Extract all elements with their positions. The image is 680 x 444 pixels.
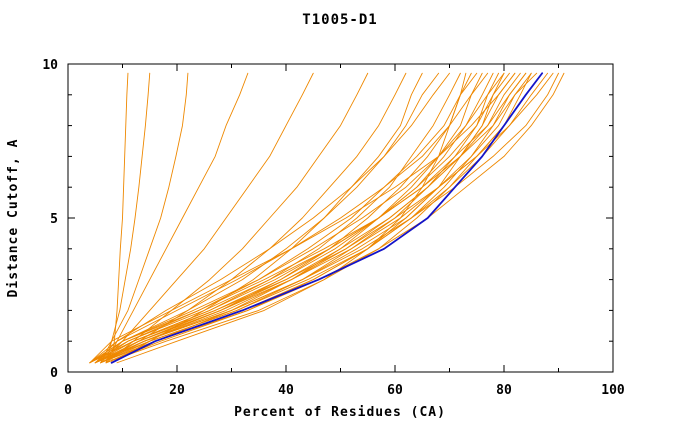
plot-generated: 0 20 40 60 80 100 0 5 10 (42, 58, 625, 398)
model-curve (111, 72, 129, 364)
model-curve (100, 72, 314, 364)
model-curve (94, 72, 543, 364)
y-tick-label: 0 (50, 366, 58, 381)
model-curve (94, 72, 478, 364)
x-tick-label: 0 (64, 383, 72, 398)
model-curve (105, 72, 151, 364)
model-curve (105, 72, 483, 364)
x-tick-label: 20 (169, 383, 185, 398)
model-curve (89, 72, 516, 364)
model-curve (94, 72, 559, 364)
x-tick-label: 100 (601, 383, 625, 398)
x-axis-label: Percent of Residues (CA) (234, 405, 446, 420)
highlight-curve (110, 72, 544, 364)
model-curve (105, 72, 369, 364)
model-curve (111, 72, 423, 364)
x-tick-label: 60 (387, 383, 403, 398)
model-curve (89, 72, 461, 364)
model-curve (89, 72, 538, 364)
model-curve (94, 72, 440, 364)
model-curve (89, 72, 554, 364)
model-curve (105, 72, 505, 364)
model-curve (89, 72, 505, 364)
model-curve (100, 72, 189, 364)
model-curve (89, 72, 527, 364)
model-curve (105, 72, 249, 364)
y-axis-label: Distance Cutoff, A (6, 139, 21, 298)
y-tick-label: 10 (42, 58, 58, 73)
model-curve (100, 72, 472, 364)
model-curve (94, 72, 407, 364)
chart-title: T1005-D1 (302, 12, 377, 28)
x-tick-label: 80 (496, 383, 512, 398)
x-tick-label: 40 (278, 383, 294, 398)
model-curve (89, 72, 489, 364)
model-curve (94, 72, 450, 364)
model-curve (105, 72, 532, 364)
y-tick-label: 5 (50, 212, 58, 227)
